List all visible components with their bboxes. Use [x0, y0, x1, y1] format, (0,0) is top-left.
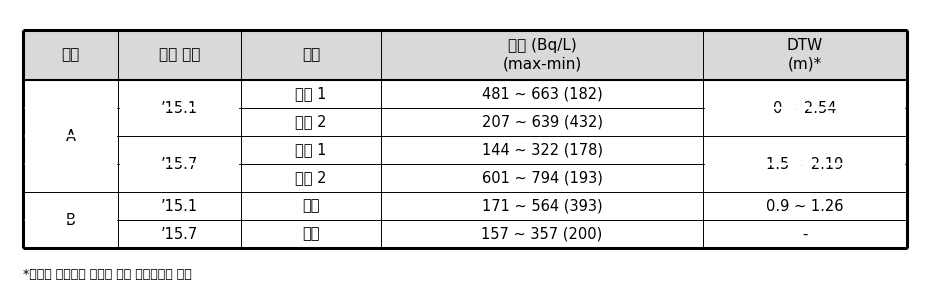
Text: 원수 1: 원수 1	[295, 143, 326, 157]
Text: B: B	[66, 213, 75, 228]
Text: ’15.1: ’15.1	[161, 198, 198, 214]
Text: ’15.7: ’15.7	[161, 157, 198, 172]
Text: 207 ~ 639 (432): 207 ~ 639 (432)	[482, 115, 603, 129]
Text: 1.5 ~ 2.19: 1.5 ~ 2.19	[766, 157, 844, 172]
Text: 채수 시기: 채수 시기	[159, 48, 200, 62]
Text: *물탱크 상부에서 물탱크 내부 수면까지의 높이: *물탱크 상부에서 물탱크 내부 수면까지의 높이	[23, 268, 192, 281]
Text: 601 ~ 794 (193): 601 ~ 794 (193)	[482, 170, 603, 186]
Bar	[23, 80, 907, 248]
Text: 원수 2: 원수 2	[295, 115, 326, 129]
Text: 171 ~ 564 (393): 171 ~ 564 (393)	[482, 198, 603, 214]
Text: 481 ~ 663 (182): 481 ~ 663 (182)	[482, 86, 603, 102]
Text: 157 ~ 357 (200): 157 ~ 357 (200)	[482, 227, 603, 241]
Text: 0 ~ 2.54: 0 ~ 2.54	[773, 101, 837, 116]
Bar	[23, 30, 907, 80]
Text: ’15.1: ’15.1	[161, 101, 198, 116]
Text: 지역: 지역	[61, 48, 80, 62]
Text: 원수: 원수	[302, 198, 320, 214]
Text: 원수 2: 원수 2	[295, 170, 326, 186]
Text: 원수: 원수	[302, 227, 320, 241]
Text: ’15.7: ’15.7	[161, 227, 198, 241]
Text: 144 ~ 322 (178): 144 ~ 322 (178)	[482, 143, 603, 157]
Text: -: -	[802, 227, 807, 241]
Text: 원수 1: 원수 1	[295, 86, 326, 102]
Text: 0.9 ~ 1.26: 0.9 ~ 1.26	[766, 198, 844, 214]
Text: A: A	[66, 129, 76, 143]
Text: 라돈 (Bq/L)
(max-min): 라돈 (Bq/L) (max-min)	[502, 38, 581, 72]
Text: DTW
(m)*: DTW (m)*	[787, 38, 823, 72]
Text: 종류: 종류	[302, 48, 320, 62]
